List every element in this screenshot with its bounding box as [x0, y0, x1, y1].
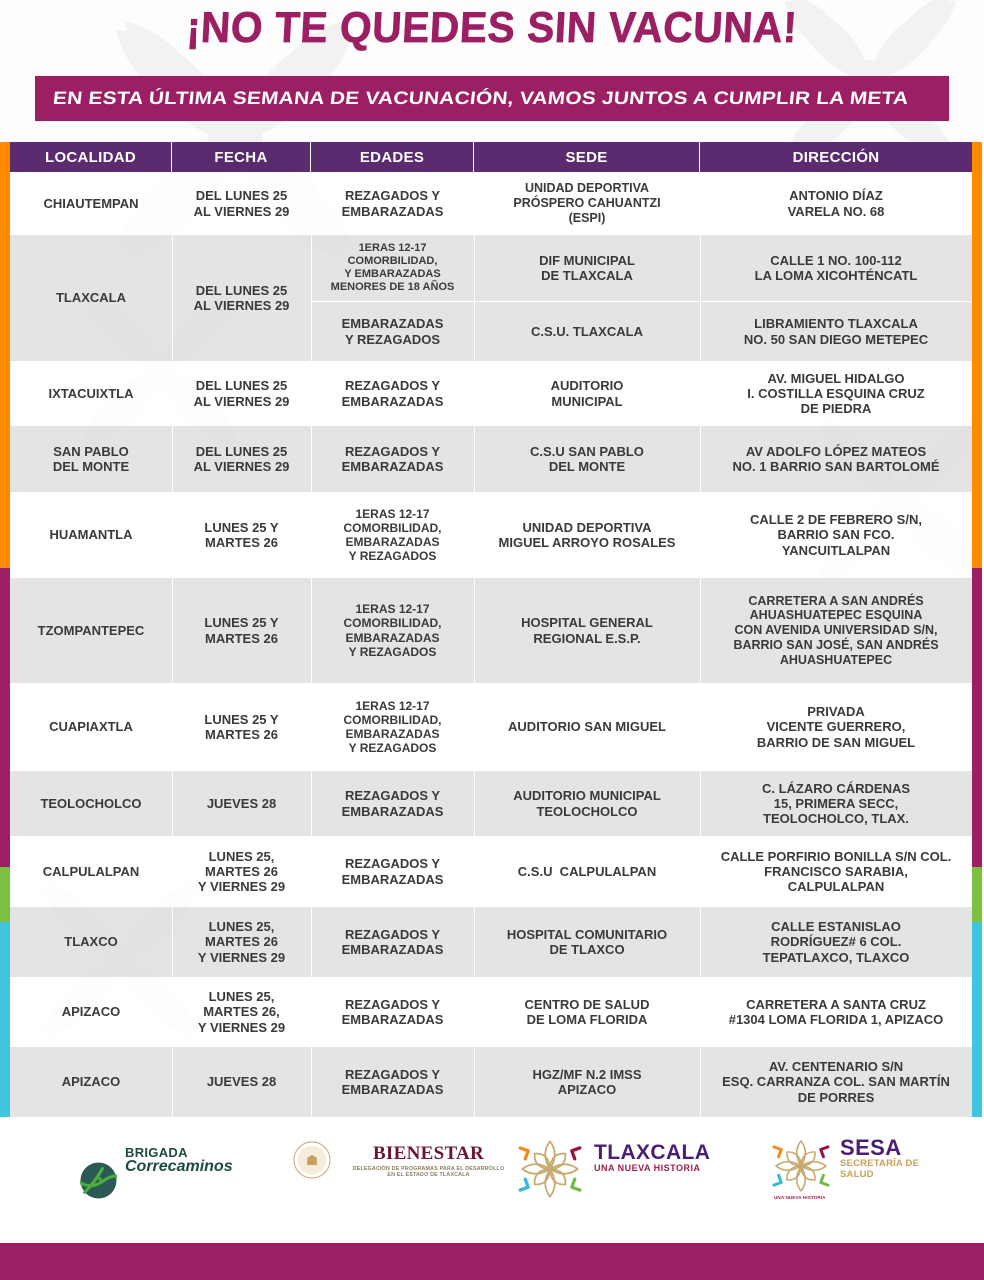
svg-text:☗: ☗ [306, 1152, 319, 1168]
